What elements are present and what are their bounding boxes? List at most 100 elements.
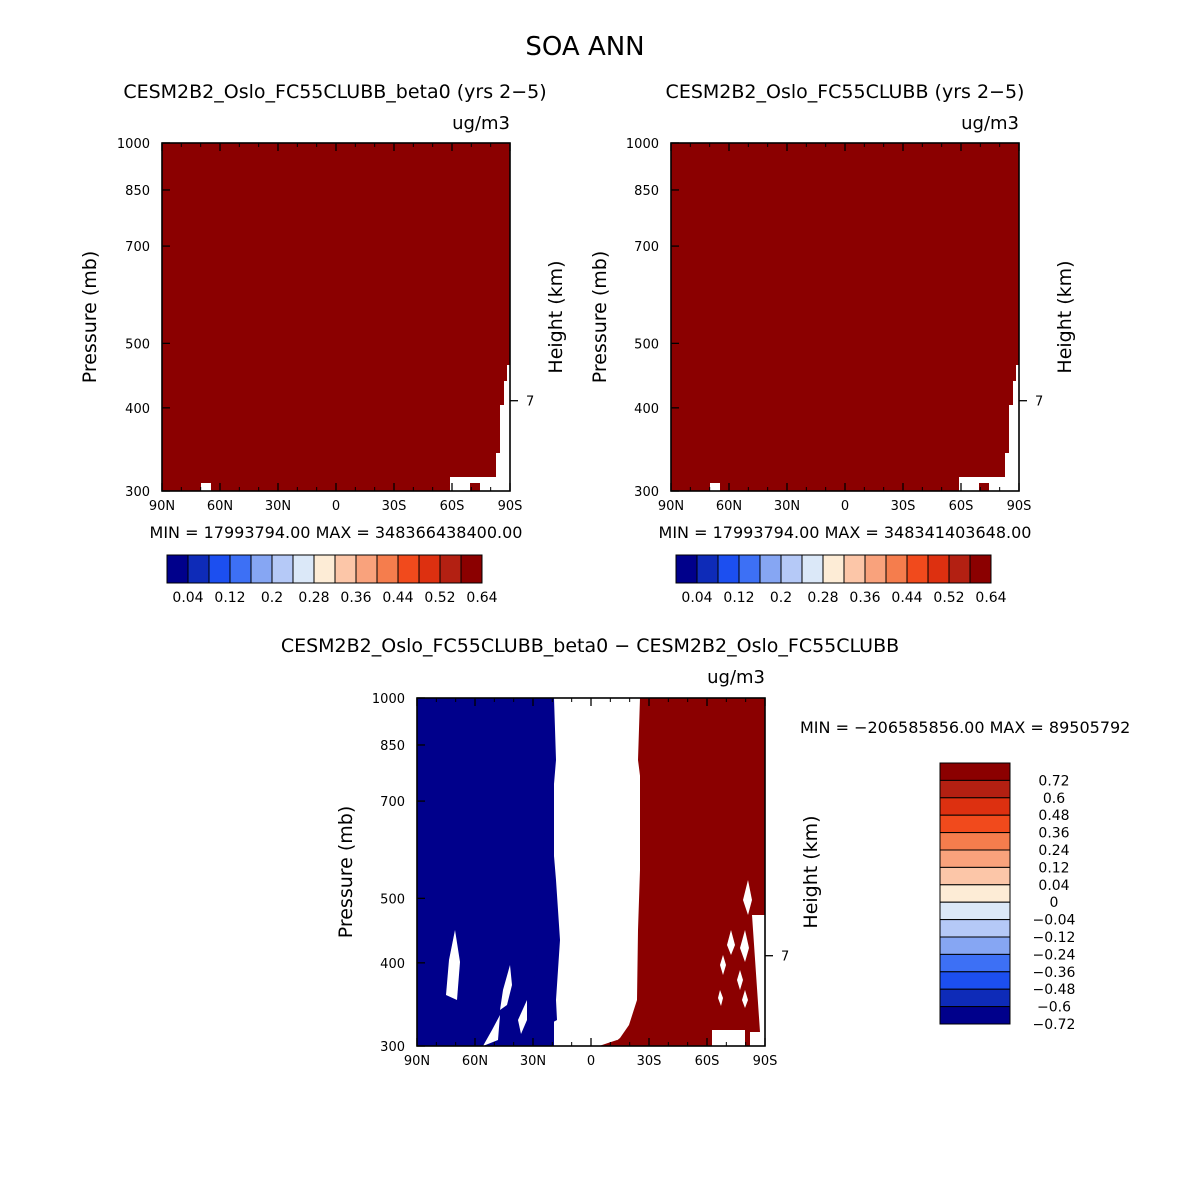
x-tick-label: 0 [332, 499, 340, 514]
x-tick-label: 0 [587, 1054, 595, 1069]
panel-2: CESM2B2_Oslo_FC55CLUBB (yrs 2−5) ug/m3 9… [589, 81, 1076, 606]
panel-2-stats: MIN = 17993794.00 MAX = 348341403648.00 [659, 523, 1032, 542]
x-tick-label: 0 [841, 499, 849, 514]
colorbar-label: −0.12 [1033, 930, 1076, 946]
x-tick-label: 30N [774, 499, 800, 514]
y-tick-label: 1000 [117, 137, 150, 152]
colorbar-box [939, 849, 1011, 868]
panel-3-units: ug/m3 [707, 667, 765, 688]
panel-1-colorbar: 0.04 0.12 0.2 0.28 0.36 0.44 0.52 0.64 [166, 554, 498, 606]
field-missing-edge [496, 365, 510, 491]
colorbar-box [738, 554, 761, 584]
colorbar-label: 0.2 [261, 590, 283, 606]
y-tick-label: 400 [634, 402, 659, 417]
panel-1-ylabel-right: Height (km) [545, 260, 567, 373]
colorbar-box [187, 554, 210, 584]
colorbar-box [939, 936, 1011, 955]
colorbar-label: 0.44 [382, 590, 413, 606]
y-tick-label: 1000 [372, 692, 405, 707]
colorbar-label: −0.36 [1033, 965, 1076, 981]
colorbar-label: 0.12 [214, 590, 245, 606]
colorbar-box [759, 554, 782, 584]
colorbar-box [939, 832, 1011, 851]
x-tick-label: 30S [382, 499, 407, 514]
colorbar-box [292, 554, 315, 584]
x-tick-label: 90N [149, 499, 175, 514]
x-tick-label: 90S [1007, 499, 1032, 514]
right-tick-label: 7 [526, 395, 534, 410]
diff-negative-region [417, 698, 554, 1046]
colorbar-label: 0.28 [807, 590, 838, 606]
y-tick-label: 700 [125, 240, 150, 255]
x-tick-label: 60S [695, 1054, 720, 1069]
colorbar-label: 0.04 [1038, 878, 1069, 894]
right-tick-label: 7 [781, 950, 789, 965]
y-tick-label: 850 [634, 184, 659, 199]
y-tick-label: 300 [380, 1040, 405, 1055]
panel-3-ylabel: Pressure (mb) [335, 806, 357, 939]
colorbar-box [822, 554, 845, 584]
x-tick-label: 60N [462, 1054, 488, 1069]
panel-3-stats: MIN = −206585856.00 MAX = 89505792 [800, 718, 1130, 737]
colorbar-box [376, 554, 399, 584]
colorbar-label: 0.52 [424, 590, 455, 606]
colorbar-box [717, 554, 740, 584]
right-tick-label: 7 [1035, 395, 1043, 410]
colorbar-box [696, 554, 719, 584]
y-tick-label: 500 [380, 892, 405, 907]
colorbar-label: 0.48 [1038, 808, 1069, 824]
x-tick-label: 60S [440, 499, 465, 514]
panel-2-units: ug/m3 [961, 113, 1019, 134]
colorbar-box [939, 762, 1011, 781]
colorbar-label: 0.36 [340, 590, 371, 606]
x-tick-label: 60N [207, 499, 233, 514]
colorbar-label: 0.64 [466, 590, 497, 606]
colorbar-label: 0.36 [1038, 826, 1069, 842]
colorbar-label: 0.12 [1038, 860, 1069, 876]
panel-2-field [671, 143, 1019, 491]
field-missing-spot [710, 483, 720, 491]
y-tick-label: 300 [634, 485, 659, 500]
colorbar-box [939, 866, 1011, 886]
colorbar-box [229, 554, 252, 584]
colorbar-box [313, 554, 336, 584]
colorbar-label: −0.24 [1033, 947, 1076, 963]
colorbar-box [334, 554, 357, 584]
y-tick-label: 500 [634, 337, 659, 352]
colorbar-box [208, 554, 231, 584]
colorbar-box [271, 554, 294, 584]
panel-3-colorbar: 0.720.60.480.360.240.120.040−0.04−0.12−0… [939, 762, 1076, 1033]
colorbar-box [939, 884, 1011, 903]
y-tick-label: 700 [634, 240, 659, 255]
panel-1-stats: MIN = 17993794.00 MAX = 348366438400.00 [150, 523, 523, 542]
colorbar-box [439, 554, 462, 584]
colorbar-label: 0.04 [172, 590, 203, 606]
x-tick-label: 30N [265, 499, 291, 514]
colorbar-box [927, 554, 950, 584]
colorbar-label: 0 [1050, 895, 1059, 911]
colorbar-box [969, 554, 992, 584]
panel-3-field [417, 698, 765, 1046]
y-tick-label: 850 [380, 739, 405, 754]
y-tick-label: 500 [125, 337, 150, 352]
panel-1-field [162, 143, 510, 491]
panel-2-ylabel-right: Height (km) [1054, 260, 1076, 373]
diff-negative-edge [530, 698, 560, 1046]
panel-1: CESM2B2_Oslo_FC55CLUBB_beta0 (yrs 2−5) u… [79, 81, 567, 606]
colorbar-box [843, 554, 866, 584]
y-tick-label: 1000 [626, 137, 659, 152]
x-tick-label: 90N [658, 499, 684, 514]
colorbar-box [906, 554, 929, 584]
field-island [470, 483, 480, 491]
colorbar-box [948, 554, 971, 584]
panel-1-title: CESM2B2_Oslo_FC55CLUBB_beta0 (yrs 2−5) [123, 81, 546, 103]
colorbar-box [939, 1006, 1011, 1025]
x-tick-label: 30S [637, 1054, 662, 1069]
field-fill [162, 143, 510, 491]
panel-2-ylabel: Pressure (mb) [589, 251, 611, 384]
colorbar-label: 0.64 [975, 590, 1006, 606]
colorbar-label: 0.44 [891, 590, 922, 606]
colorbar-label: 0.12 [723, 590, 754, 606]
y-tick-label: 400 [125, 402, 150, 417]
